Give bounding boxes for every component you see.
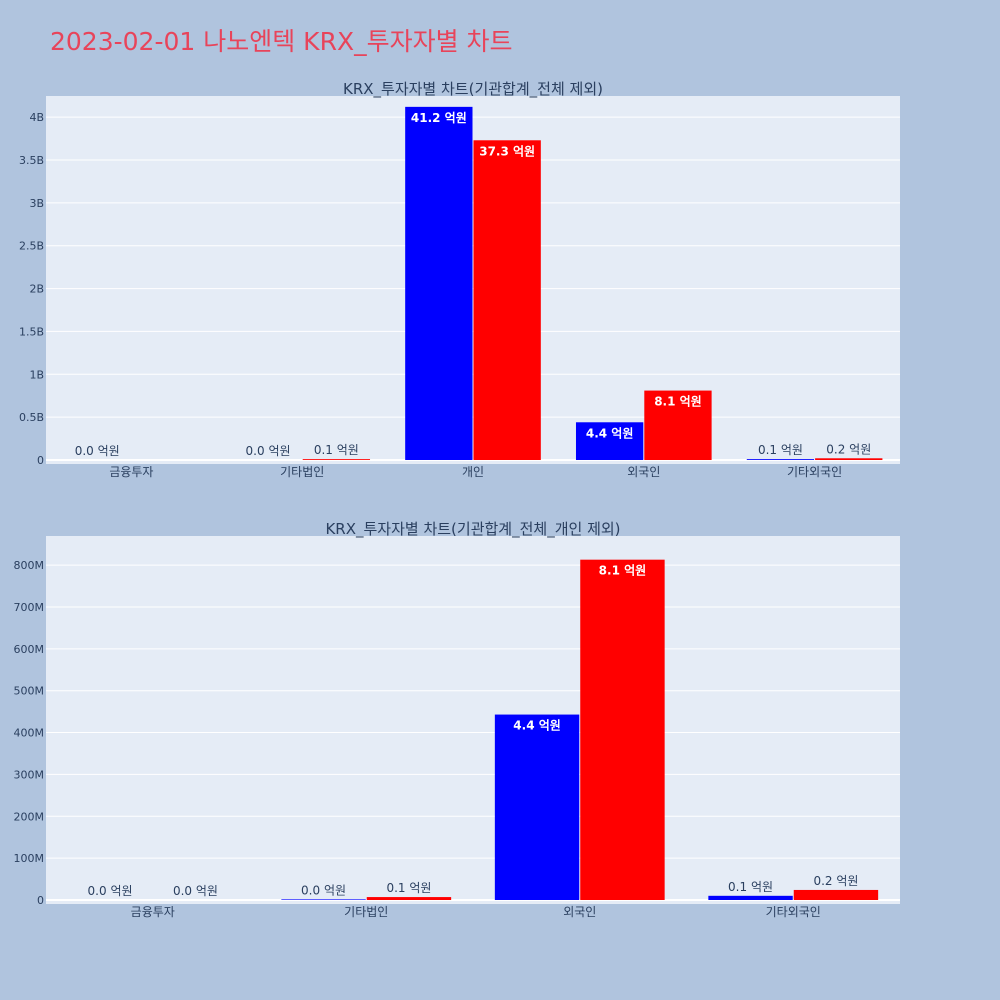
chart2-xtick-label: 외국인 <box>563 905 596 919</box>
chart2-ytick-label: 800M <box>14 559 45 572</box>
chart1-bar <box>473 140 541 461</box>
chart2-bar <box>281 899 366 900</box>
chart1-ytick-label: 1.5B <box>19 325 44 338</box>
chart1-data-label: 0.1 억원 <box>758 443 803 457</box>
chart1-bar <box>405 106 473 460</box>
chart1-ytick-label: 4B <box>29 111 44 124</box>
chart1-xtick-label: 개인 <box>462 465 484 479</box>
chart1-bar <box>815 458 883 460</box>
chart2-bar <box>793 889 879 900</box>
chart2-ytick-label: 200M <box>14 810 45 823</box>
chart2-data-label: 0.0 억원 <box>173 884 218 898</box>
chart2-ytick-label: 400M <box>14 727 45 740</box>
chart2-ytick-label: 700M <box>14 601 45 614</box>
chart1-bar <box>746 459 815 460</box>
chart2-data-label: 0.0 억원 <box>88 884 133 898</box>
chart1-bar <box>575 422 644 460</box>
chart2-ytick-label: 0 <box>37 894 44 907</box>
chart1-ytick-label: 2.5B <box>19 240 44 253</box>
chart1-data-label: 4.4 억원 <box>586 426 634 440</box>
chart1-data-label: 0.1 억원 <box>314 443 359 457</box>
chart1-data-label: 37.3 억원 <box>479 144 535 158</box>
chart2-data-label: 0.1 억원 <box>728 880 773 894</box>
chart2-data-label: 0.1 억원 <box>386 881 431 895</box>
chart1-ytick-label: 3.5B <box>19 154 44 167</box>
chart2-plot-area <box>46 536 900 904</box>
chart2-bar <box>494 714 580 900</box>
chart2-title: KRX_투자자별 차트(기관합계_전체_개인 제외) <box>325 520 620 539</box>
chart2-data-label: 0.0 억원 <box>301 883 346 897</box>
chart1-data-label: 0.2 억원 <box>826 442 871 456</box>
chart2-xtick-label: 금융투자 <box>131 905 175 919</box>
chart2-data-label: 4.4 억원 <box>513 719 561 733</box>
chart1-xtick-label: 금융투자 <box>109 465 153 479</box>
chart1-xtick-label: 기타법인 <box>280 465 324 479</box>
chart2-xtick-label: 기타법인 <box>344 905 388 919</box>
chart1-title: KRX_투자자별 차트(기관합계_전체 제외) <box>343 80 603 99</box>
chart1-bar <box>644 390 712 460</box>
chart2-ytick-label: 100M <box>14 852 45 865</box>
chart2-bar <box>366 897 452 900</box>
chart1-data-label: 41.2 억원 <box>411 111 467 125</box>
page-title: 2023-02-01 나노엔텍 KRX_투자자별 차트 <box>50 27 513 56</box>
chart1-xtick-label: 외국인 <box>627 465 660 479</box>
chart2-data-label: 0.2 억원 <box>813 874 858 888</box>
chart1-bar <box>302 459 371 460</box>
chart2-ytick-label: 500M <box>14 685 45 698</box>
chart1-plot-area <box>46 96 900 464</box>
chart2-xtick-label: 기타외국인 <box>766 905 821 919</box>
chart1-ytick-label: 2B <box>29 283 44 296</box>
chart1-data-label: 8.1 억원 <box>654 395 702 409</box>
chart2-bar <box>580 559 665 900</box>
chart2-data-label: 8.1 억원 <box>599 564 647 578</box>
chart1-xtick-label: 기타외국인 <box>787 465 842 479</box>
chart1-ytick-label: 3B <box>29 197 44 210</box>
chart1-data-label: 0.0 억원 <box>75 444 120 458</box>
chart1-data-label: 0.0 억원 <box>246 444 291 458</box>
chart2-ytick-label: 300M <box>14 768 45 781</box>
chart1-ytick-label: 0 <box>37 454 44 467</box>
chart1-ytick-label: 0.5B <box>19 411 44 424</box>
chart1-ytick-label: 1B <box>29 368 44 381</box>
chart2-ytick-label: 600M <box>14 643 45 656</box>
chart2-bar <box>708 895 793 900</box>
